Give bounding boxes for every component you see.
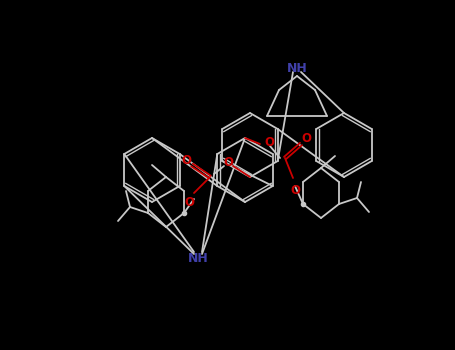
Text: O: O [223, 156, 233, 169]
Text: O: O [290, 183, 300, 196]
Text: NH: NH [187, 252, 208, 265]
Text: NH: NH [287, 62, 308, 75]
Text: O: O [184, 196, 194, 209]
Text: O: O [264, 135, 274, 148]
Text: O: O [181, 154, 191, 168]
Text: O: O [301, 132, 311, 145]
